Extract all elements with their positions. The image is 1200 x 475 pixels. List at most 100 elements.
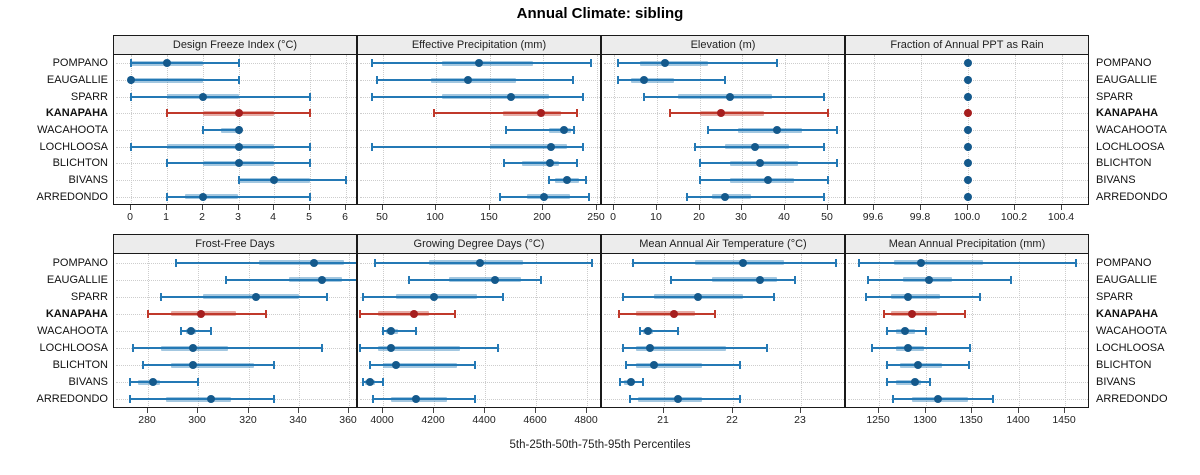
gridline-vertical <box>249 254 250 407</box>
interval-5-95-bivans <box>238 179 346 181</box>
gridline-vertical <box>801 254 802 407</box>
panel-plot-mean-annual-air-temperature-c <box>601 254 845 408</box>
whisker-cap <box>374 258 377 267</box>
gridline-horizontal <box>604 382 844 384</box>
median-dot-blichton <box>755 159 764 168</box>
axis-tick-label: 1 <box>163 211 169 223</box>
gridline-vertical <box>1065 254 1066 407</box>
whisker-cap <box>573 126 576 134</box>
axis-tick-label: 1350 <box>959 414 983 426</box>
median-dot-bivans <box>626 378 635 387</box>
gridline-horizontal <box>848 382 1088 384</box>
whisker-cap <box>628 395 631 404</box>
axis-tick-label: 1250 <box>866 414 890 426</box>
axis-tick <box>298 408 299 413</box>
whisker-cap <box>576 109 579 118</box>
median-dot-pompano <box>661 59 670 68</box>
median-dot-wacahoota <box>901 327 910 335</box>
gridline-vertical <box>972 254 973 407</box>
row-label-wacahoota: WACAHOOTA <box>37 325 108 337</box>
axis-tick-label: 3 <box>235 211 241 223</box>
axis-tick <box>741 205 742 210</box>
median-dot-eaugallie <box>464 76 473 84</box>
interval-5-95-kanapaha <box>360 312 455 315</box>
whisker-cap <box>309 142 312 151</box>
whisker-cap <box>1010 275 1013 284</box>
axis-tick-label: 0 <box>610 211 616 223</box>
whisker-cap <box>827 176 829 184</box>
whisker-cap <box>473 395 476 404</box>
whisker-cap <box>197 378 200 387</box>
interval-5-95-eaugallie <box>408 278 542 281</box>
panel-plot-fraction-of-annual-ppt-as-rain <box>845 55 1089 205</box>
row-label-blichton: BLICHTON <box>52 359 108 372</box>
interval-5-95-sparr <box>131 95 311 98</box>
gridline-vertical <box>733 254 734 407</box>
axis-tick-label: 4200 <box>421 414 445 426</box>
median-dot-bivans <box>964 176 972 184</box>
whisker-cap <box>642 378 645 387</box>
axis-tick <box>784 205 785 210</box>
whisker-cap <box>309 159 312 168</box>
gridline-vertical <box>700 55 701 204</box>
axis-tick-label: 10 <box>650 211 662 223</box>
axis-tick <box>238 205 239 210</box>
median-dot-pompano <box>476 258 484 267</box>
whisker-cap <box>707 126 710 134</box>
axis-tick <box>925 408 926 413</box>
axis-tick-label: 4600 <box>523 414 547 426</box>
whisker-cap <box>309 92 312 101</box>
interval-5-95-blichton <box>699 162 837 165</box>
median-dot-blichton <box>391 361 400 370</box>
whisker-cap <box>698 159 701 168</box>
axis-tick <box>348 408 349 413</box>
axis-tick-label: 0 <box>127 211 133 223</box>
gridline-horizontal <box>360 196 600 198</box>
axis-tick-label: 100.4 <box>1047 211 1075 223</box>
whisker-cap <box>209 327 212 335</box>
axis-tick-label: 250 <box>587 211 605 223</box>
axis-tick <box>586 408 587 413</box>
row-label-sparr: SPARR <box>70 290 108 303</box>
panel-header-fraction-of-annual-ppt-as-rain: Fraction of Annual PPT as Rain <box>845 35 1089 55</box>
median-dot-bivans <box>366 378 375 387</box>
row-label-sparr: SPARR <box>1096 290 1134 303</box>
row-label-wacahoota: WACAHOOTA <box>37 124 108 136</box>
median-dot-kanapaha <box>964 109 972 118</box>
median-dot-arredondo <box>540 192 549 201</box>
median-dot-pompano <box>310 258 318 267</box>
row-label-lochloosa: LOCHLOOSA <box>1096 140 1165 153</box>
interval-5-95-blichton <box>142 364 274 367</box>
whisker-cap <box>834 258 837 267</box>
whisker-cap <box>237 59 240 68</box>
interval-5-95-lochloosa <box>132 347 322 350</box>
axis-tick-label: 6 <box>342 211 348 223</box>
panel-header-frost-free-days: Frost-Free Days <box>113 234 357 254</box>
axis-tick <box>273 205 274 210</box>
axis-tick-label: 200 <box>533 211 551 223</box>
interval-5-95-kanapaha <box>619 312 716 315</box>
axis-tick <box>1014 205 1015 210</box>
median-dot-sparr <box>694 292 703 301</box>
interval-5-95-bivans <box>130 381 199 384</box>
whisker-cap <box>822 142 825 151</box>
panel-header-growing-degree-days-c: Growing Degree Days (°C) <box>357 234 601 254</box>
whisker-cap <box>581 92 584 101</box>
interval-5-95-arredondo <box>893 398 993 401</box>
gridline-vertical <box>383 55 384 204</box>
whisker-cap <box>969 344 972 353</box>
interval-5-95-eaugallie <box>868 278 1012 281</box>
whisker-cap <box>618 309 621 318</box>
gridline-horizontal <box>360 399 600 401</box>
whisker-cap <box>433 109 435 118</box>
axis-tick <box>613 205 614 210</box>
axis-tick-label: 360 <box>339 414 357 426</box>
median-dot-pompano <box>738 258 747 267</box>
row-label-kanapaha: KANAPAHA <box>1096 307 1159 320</box>
panel-plot-mean-annual-precipitation-mm <box>845 254 1089 408</box>
whisker-cap <box>129 395 132 404</box>
interval-5-95-arredondo <box>686 195 824 198</box>
whisker-cap <box>867 275 870 284</box>
panel-header-elevation-m: Elevation (m) <box>601 35 845 55</box>
percentiles-caption: 5th-25th-50th-75th-95th Percentiles <box>509 439 691 451</box>
